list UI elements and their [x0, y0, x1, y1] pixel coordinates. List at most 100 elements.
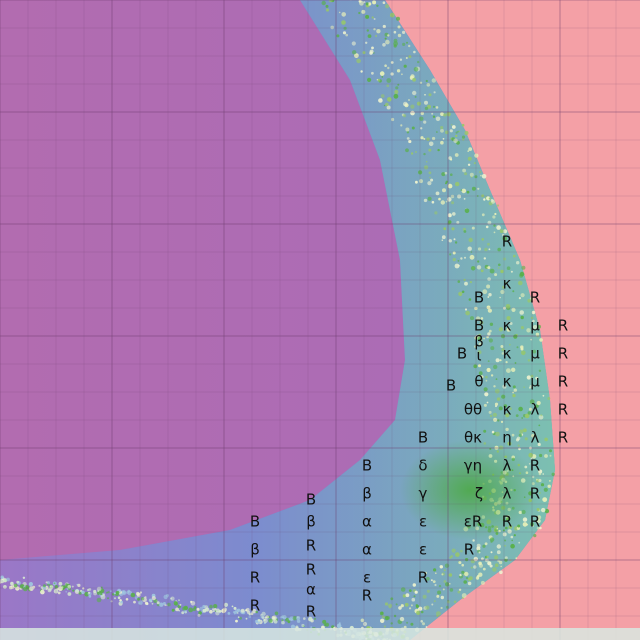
pattern-dot	[511, 367, 516, 372]
pattern-dot	[434, 583, 437, 587]
pattern-dot	[485, 225, 489, 229]
pattern-dot	[100, 592, 103, 596]
pattern-dot	[520, 345, 524, 349]
pattern-dot	[457, 590, 461, 594]
pattern-dot	[516, 261, 520, 265]
pattern-dot	[385, 4, 390, 9]
pattern-dot	[410, 110, 415, 116]
pattern-dot	[426, 83, 431, 87]
pattern-dot	[425, 605, 430, 610]
pattern-dot	[450, 555, 454, 558]
pattern-dot	[410, 604, 413, 607]
pattern-dot	[325, 8, 330, 12]
pattern-dot	[487, 332, 491, 336]
pattern-dot	[447, 197, 452, 202]
pattern-dot	[510, 270, 513, 273]
pattern-dot	[462, 227, 466, 231]
pattern-dot	[127, 589, 131, 593]
pattern-dot	[481, 238, 485, 241]
pattern-dot	[417, 609, 420, 611]
pattern-dot	[419, 81, 423, 85]
pattern-dot	[58, 581, 63, 586]
pattern-dot	[498, 406, 503, 411]
pattern-dot	[481, 213, 485, 217]
pattern-dot	[494, 212, 497, 216]
pattern-dot	[365, 14, 370, 19]
pattern-dot	[433, 91, 436, 94]
pattern-dot	[536, 335, 539, 338]
pattern-dot	[440, 595, 444, 600]
pattern-dot	[56, 587, 59, 591]
pattern-dot	[448, 156, 452, 160]
pattern-dot	[237, 608, 241, 612]
pattern-dot	[522, 522, 528, 527]
pattern-dot	[138, 602, 141, 605]
pattern-dot	[519, 271, 525, 277]
pattern-dot	[493, 417, 498, 422]
pattern-dot	[260, 614, 265, 619]
pattern-dot	[539, 338, 543, 342]
pattern-dot	[408, 99, 410, 101]
pattern-dot	[506, 266, 511, 271]
pattern-dot	[473, 556, 478, 562]
pattern-dot	[496, 225, 501, 230]
pattern-dot	[519, 429, 524, 434]
pattern-dot	[400, 124, 403, 127]
pattern-dot	[74, 589, 80, 594]
pattern-dot	[386, 78, 392, 83]
pattern-dot	[537, 324, 541, 329]
pattern-dot	[527, 359, 531, 362]
pattern-dot	[10, 585, 15, 589]
pattern-dot	[164, 604, 167, 606]
pattern-dot	[509, 559, 512, 561]
pattern-dot	[449, 588, 454, 592]
pattern-dot	[500, 565, 503, 568]
pattern-dot	[265, 615, 269, 619]
pattern-dot	[488, 197, 491, 200]
pattern-dot	[46, 581, 51, 585]
pattern-dot	[215, 608, 220, 613]
pattern-dot	[470, 316, 474, 321]
pattern-dot	[501, 352, 505, 355]
pattern-dot	[502, 285, 506, 289]
pattern-dot	[482, 544, 486, 548]
pattern-dot	[295, 625, 299, 629]
pattern-dot	[504, 544, 506, 547]
pattern-dot	[427, 181, 432, 186]
pattern-dot	[390, 622, 393, 625]
pattern-dot	[53, 588, 59, 594]
pattern-dot	[499, 229, 504, 234]
pattern-dot	[223, 602, 229, 608]
pattern-dot	[449, 253, 452, 256]
pattern-dot	[448, 573, 453, 577]
pattern-dot	[497, 247, 502, 252]
pattern-dot	[296, 616, 301, 620]
pattern-dot	[383, 625, 386, 628]
pattern-dot	[443, 227, 447, 231]
pattern-dot	[483, 198, 486, 201]
pattern-dot	[512, 385, 516, 389]
pattern-dot	[385, 39, 390, 45]
pattern-dot	[435, 572, 437, 574]
pattern-dot	[442, 188, 446, 193]
pattern-dot	[461, 188, 467, 194]
pattern-dot	[367, 2, 372, 6]
pattern-dot	[121, 590, 127, 596]
pattern-dot	[463, 278, 466, 281]
pattern-dot	[248, 613, 251, 616]
pattern-dot	[432, 115, 436, 118]
pattern-dot	[538, 414, 544, 420]
pattern-dot	[487, 220, 492, 225]
pattern-dot	[120, 600, 123, 604]
pattern-dot	[443, 113, 447, 117]
pattern-dot	[113, 592, 116, 595]
pattern-dot	[420, 136, 424, 140]
pattern-dot	[426, 137, 430, 141]
pattern-dot	[371, 71, 374, 75]
pattern-dot	[379, 71, 385, 76]
pattern-dot	[490, 198, 494, 202]
pattern-dot	[263, 618, 268, 623]
pattern-dot	[81, 590, 85, 595]
pattern-dot	[365, 2, 369, 6]
